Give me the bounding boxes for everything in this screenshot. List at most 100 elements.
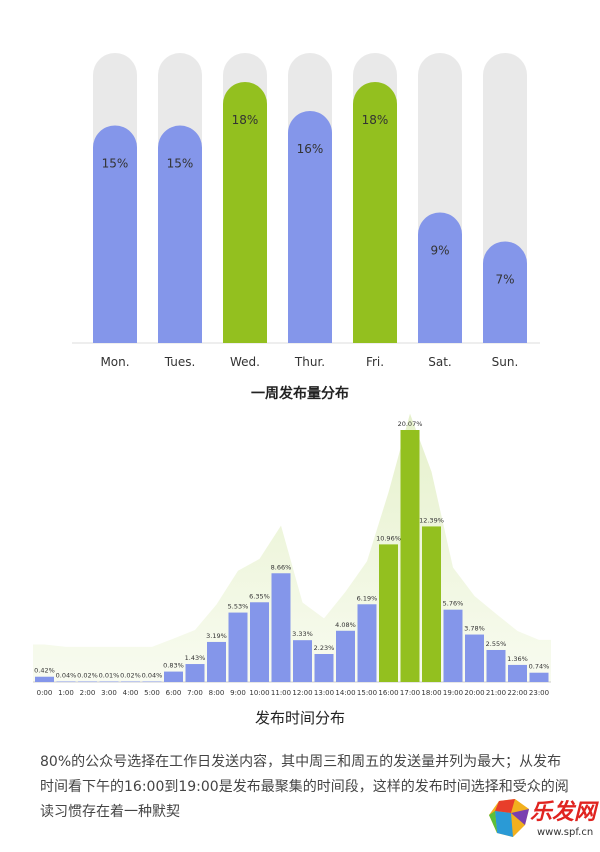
hourly-chart-title: 发布时间分布 bbox=[254, 709, 345, 727]
weekly-bar-group: 16% Thur. bbox=[288, 53, 332, 369]
hourly-value-label: 2.23% bbox=[314, 644, 335, 652]
hourly-value-label: 0.04% bbox=[142, 671, 163, 679]
hourly-bar-group: 3.19% 8:00 bbox=[206, 632, 227, 697]
weekly-value-label: 16% bbox=[297, 142, 324, 156]
hourly-category-label: 16:00 bbox=[378, 689, 398, 697]
hourly-bar-group: 20.07% 17:00 bbox=[398, 420, 423, 697]
hourly-chart: 0.42%0:000.04%1:000.02%2:000.01%3:000.02… bbox=[33, 413, 551, 698]
weekly-value-label: 18% bbox=[362, 113, 389, 127]
hourly-category-label: 21:00 bbox=[486, 689, 506, 697]
hourly-bar-group: 1.36% 22:00 bbox=[507, 655, 528, 697]
watermark: 乐发网 www.spf.cn bbox=[485, 793, 597, 847]
hourly-value-label: 0.02% bbox=[120, 672, 141, 680]
weekly-bar bbox=[223, 82, 267, 343]
hourly-value-label: 0.83% bbox=[163, 662, 184, 670]
hourly-bar-group: 0.04% 1:00 bbox=[56, 671, 77, 697]
weekly-category-label: Sun. bbox=[492, 355, 519, 369]
weekly-bar bbox=[93, 125, 137, 343]
hourly-bar bbox=[293, 640, 312, 682]
hourly-bar bbox=[185, 664, 205, 682]
hourly-bar-group: 3.78% 20:00 bbox=[464, 625, 485, 697]
hourly-bar-group: 0.74% 23:00 bbox=[529, 663, 550, 697]
hourly-value-label: 3.78% bbox=[464, 625, 485, 633]
hourly-bar-group: 4.08% 14:00 bbox=[335, 621, 356, 697]
weekly-chart-title: 一周发布量分布 bbox=[251, 386, 349, 402]
hourly-bar bbox=[443, 609, 463, 682]
weekly-chart: 15% Mon. 15% Tues. 18% Wed. 16% Thur. 18% Fri. 9% S… bbox=[72, 53, 540, 369]
hourly-bar bbox=[250, 602, 269, 682]
weekly-bar bbox=[288, 111, 332, 343]
hourly-bar bbox=[56, 681, 76, 682]
hourly-background-area bbox=[33, 413, 551, 682]
hourly-value-label: 3.19% bbox=[206, 632, 227, 640]
watermark-text: 乐发网 bbox=[530, 799, 597, 825]
hourly-bar bbox=[207, 641, 226, 682]
hourly-bar-group: 8.66% 11:00 bbox=[271, 563, 292, 697]
hourly-bar bbox=[121, 681, 140, 682]
hourly-bar bbox=[486, 649, 506, 682]
hourly-bar bbox=[271, 573, 291, 682]
weekly-bar bbox=[418, 212, 462, 343]
hourly-value-label: 1.43% bbox=[185, 654, 206, 662]
hourly-category-label: 10:00 bbox=[249, 689, 269, 697]
hourly-bar bbox=[357, 604, 377, 682]
hourly-category-label: 7:00 bbox=[187, 689, 203, 697]
hourly-bar-group: 6.19% 15:00 bbox=[357, 594, 378, 697]
hourly-bar-group: 0.02% 4:00 bbox=[120, 672, 141, 698]
hourly-bar bbox=[228, 612, 248, 682]
hourly-bar bbox=[379, 544, 398, 682]
hourly-category-label: 15:00 bbox=[357, 689, 377, 697]
hourly-bar bbox=[142, 681, 162, 682]
weekly-bar-group: 9% Sat. bbox=[418, 53, 462, 369]
hourly-category-label: 11:00 bbox=[271, 689, 291, 697]
hourly-value-label: 6.35% bbox=[249, 592, 270, 600]
weekly-category-label: Tues. bbox=[164, 355, 196, 369]
hourly-bar-group: 2.55% 21:00 bbox=[486, 640, 507, 697]
hourly-category-label: 4:00 bbox=[123, 689, 139, 697]
hourly-value-label: 2.55% bbox=[486, 640, 507, 648]
hourly-category-label: 12:00 bbox=[292, 689, 312, 697]
hourly-bar bbox=[422, 526, 441, 682]
hourly-value-label: 5.76% bbox=[443, 600, 464, 608]
hourly-value-label: 3.33% bbox=[292, 630, 313, 638]
weekly-category-label: Fri. bbox=[366, 355, 384, 369]
hourly-bar bbox=[529, 672, 549, 682]
weekly-value-label: 9% bbox=[430, 244, 449, 258]
hourly-value-label: 8.66% bbox=[271, 563, 292, 571]
hourly-bar bbox=[465, 634, 484, 682]
hourly-bar-group: 0.01% 3:00 bbox=[99, 672, 120, 698]
hourly-bar bbox=[336, 630, 355, 682]
hourly-category-label: 19:00 bbox=[443, 689, 463, 697]
hourly-category-label: 0:00 bbox=[37, 689, 53, 697]
hourly-value-label: 0.04% bbox=[56, 671, 77, 679]
summary-text: 80%的公众号选择在工作日发送内容，其中周三和周五的发送量并列为最大；从发布时间… bbox=[40, 754, 569, 820]
hourly-category-label: 5:00 bbox=[144, 689, 160, 697]
hourly-bar bbox=[314, 654, 334, 682]
hourly-category-label: 3:00 bbox=[101, 689, 117, 697]
hourly-category-label: 22:00 bbox=[507, 689, 527, 697]
weekly-value-label: 15% bbox=[167, 157, 194, 171]
hourly-category-label: 2:00 bbox=[80, 689, 96, 697]
weekly-category-label: Sat. bbox=[428, 355, 452, 369]
weekly-category-label: Mon. bbox=[100, 355, 129, 369]
hourly-bar-group: 10.96% 16:00 bbox=[376, 534, 401, 697]
weekly-category-label: Wed. bbox=[230, 355, 260, 369]
hourly-bar bbox=[164, 671, 183, 682]
hourly-bar-group: 5.76% 19:00 bbox=[443, 600, 464, 697]
hourly-value-label: 10.96% bbox=[376, 534, 401, 542]
hourly-bar-group: 0.02% 2:00 bbox=[77, 672, 98, 698]
hourly-value-label: 12.39% bbox=[419, 516, 444, 524]
hourly-category-label: 18:00 bbox=[421, 689, 441, 697]
weekly-value-label: 18% bbox=[232, 113, 259, 127]
weekly-bar-group: 15% Mon. bbox=[93, 53, 137, 369]
weekly-bar-group: 15% Tues. bbox=[158, 53, 202, 369]
hourly-value-label: 0.01% bbox=[99, 672, 120, 680]
hourly-bar bbox=[508, 664, 527, 682]
hourly-category-label: 8:00 bbox=[209, 689, 225, 697]
hourly-bar-group: 0.42% 0:00 bbox=[34, 667, 55, 697]
hourly-value-label: 0.42% bbox=[34, 667, 55, 675]
hourly-category-label: 1:00 bbox=[58, 689, 74, 697]
weekly-bar-group: 7% Sun. bbox=[483, 53, 527, 369]
hourly-bar-group: 2.23% 13:00 bbox=[314, 644, 335, 697]
hourly-value-label: 1.36% bbox=[507, 655, 528, 663]
